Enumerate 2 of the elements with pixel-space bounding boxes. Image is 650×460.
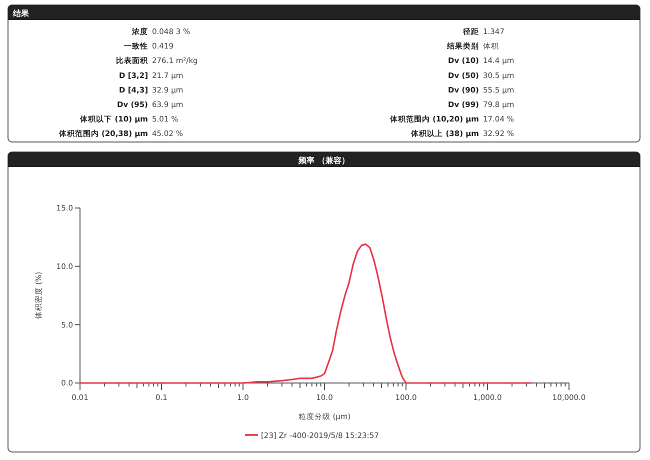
chart-title: 频率 （兼容） — [298, 155, 350, 165]
text: 结果 — [12, 9, 30, 18]
